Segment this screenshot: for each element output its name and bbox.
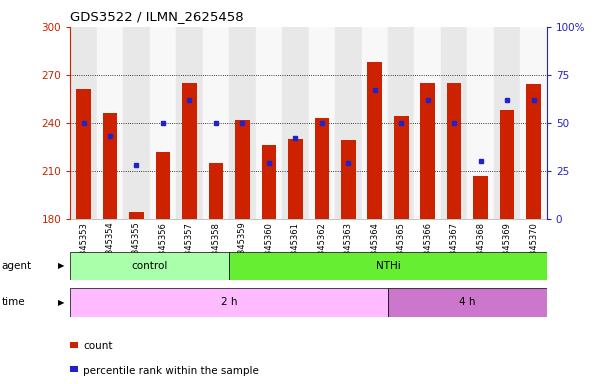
Bar xyxy=(362,27,388,219)
Text: control: control xyxy=(131,261,168,271)
Bar xyxy=(229,252,547,280)
Text: GDS3522 / ILMN_2625458: GDS3522 / ILMN_2625458 xyxy=(70,10,244,23)
Bar xyxy=(521,27,547,219)
Text: agent: agent xyxy=(1,261,31,271)
Bar xyxy=(182,83,197,219)
Bar xyxy=(156,152,170,219)
Bar xyxy=(315,118,329,219)
Bar xyxy=(335,27,362,219)
Bar xyxy=(103,113,117,219)
Text: ▶: ▶ xyxy=(57,298,64,307)
Bar xyxy=(229,27,255,219)
Bar xyxy=(203,27,229,219)
Text: time: time xyxy=(1,297,25,308)
Bar xyxy=(526,84,541,219)
Bar xyxy=(420,83,435,219)
Bar xyxy=(150,27,176,219)
Bar xyxy=(394,116,409,219)
Bar xyxy=(288,139,302,219)
Bar xyxy=(235,120,250,219)
Bar xyxy=(500,110,514,219)
Text: ▶: ▶ xyxy=(57,262,64,270)
Bar xyxy=(255,27,282,219)
Bar xyxy=(70,27,97,219)
Bar xyxy=(494,27,521,219)
Bar xyxy=(123,27,150,219)
Bar xyxy=(97,27,123,219)
Bar xyxy=(441,27,467,219)
Bar xyxy=(388,27,414,219)
Bar xyxy=(414,27,441,219)
Text: 4 h: 4 h xyxy=(459,297,476,308)
Bar xyxy=(282,27,309,219)
Bar xyxy=(129,212,144,219)
Bar xyxy=(309,27,335,219)
Text: count: count xyxy=(83,341,112,351)
Text: percentile rank within the sample: percentile rank within the sample xyxy=(83,366,259,376)
Text: 2 h: 2 h xyxy=(221,297,238,308)
Bar xyxy=(76,89,91,219)
Bar xyxy=(447,83,461,219)
Bar xyxy=(388,288,547,317)
Bar xyxy=(474,176,488,219)
Bar xyxy=(341,141,356,219)
Bar xyxy=(70,288,388,317)
Bar xyxy=(467,27,494,219)
Text: NTHi: NTHi xyxy=(376,261,400,271)
Bar xyxy=(367,62,382,219)
Bar xyxy=(70,252,229,280)
Bar xyxy=(176,27,203,219)
Bar xyxy=(262,145,276,219)
Bar xyxy=(208,163,223,219)
